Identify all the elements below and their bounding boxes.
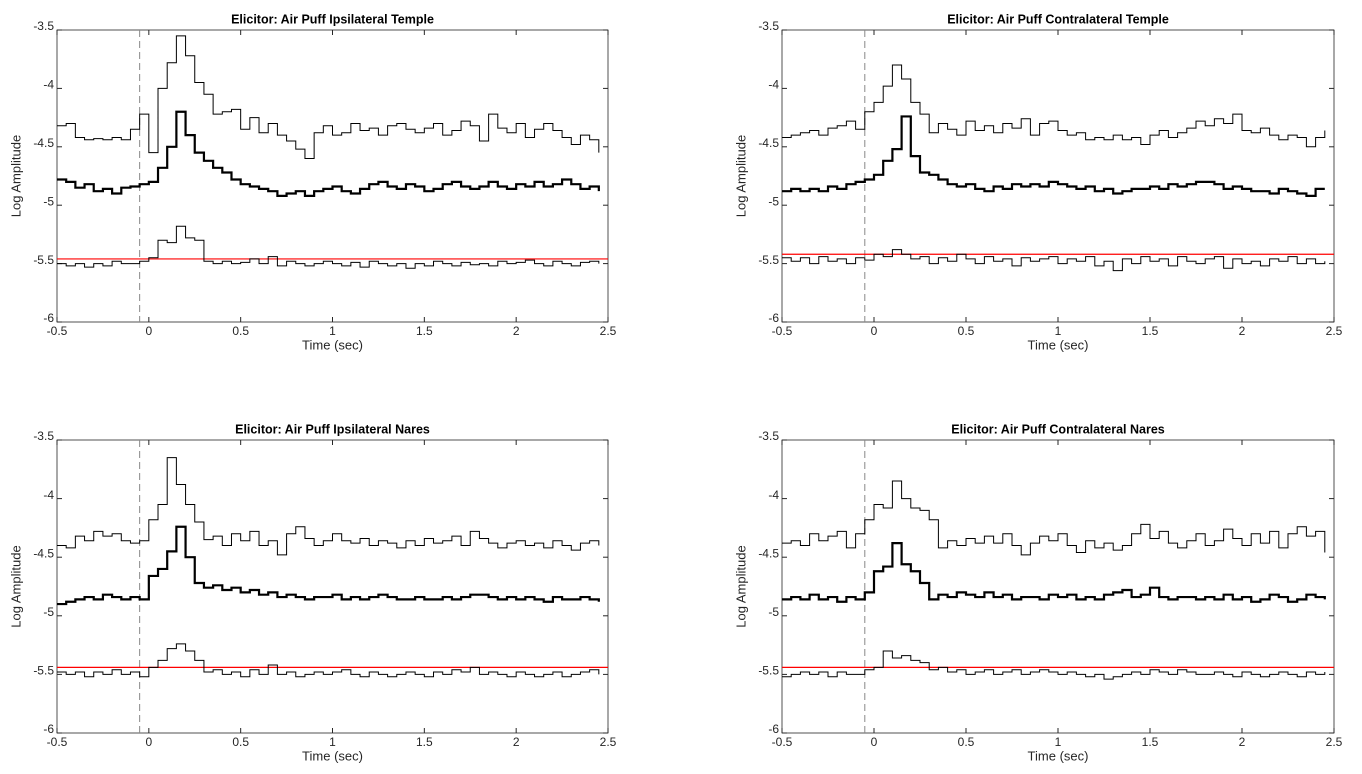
subplot: -0.5 0 0.5 1 1.5 2 2.5 -6 -5.5 -5 -4.5 -4 -3.5 Elicit… xyxy=(8,12,616,352)
chart-title: Elicitor: Air Puff Contralateral Nares xyxy=(951,422,1165,436)
y-tick-label: -3.5 xyxy=(758,19,779,33)
x-tick-label: 1 xyxy=(329,324,336,338)
x-axis-label: Time (sec) xyxy=(1028,748,1089,763)
subplot: -0.5 0 0.5 1 1.5 2 2.5 -6 -5.5 -5 -4.5 -4 -3.5 Elicit… xyxy=(733,12,1342,352)
x-tick-label: -0.5 xyxy=(47,324,68,338)
x-axis-label: Time (sec) xyxy=(302,748,363,763)
x-tick-label: 2 xyxy=(513,324,520,338)
y-tick-label: -4.5 xyxy=(758,136,779,150)
x-tick-label: 1 xyxy=(1055,735,1062,749)
x-tick-label: 2.5 xyxy=(1326,735,1343,749)
step-line xyxy=(57,110,600,197)
y-tick-label: -4 xyxy=(768,78,779,92)
chart-title: Elicitor: Air Puff Ipsilateral Nares xyxy=(235,422,430,436)
subplot: -0.5 0 0.5 1 1.5 2 2.5 -6 -5.5 -5 -4.5 -4 -3.5 Elicit… xyxy=(733,422,1342,763)
x-axis-label: Time (sec) xyxy=(302,337,363,352)
x-tick-label: 2 xyxy=(513,735,520,749)
y-tick-label: -5 xyxy=(43,605,54,619)
y-tick-label: -5.5 xyxy=(758,664,779,678)
x-tick-label: 0.5 xyxy=(958,735,975,749)
y-tick-label: -6 xyxy=(768,311,779,325)
x-tick-label: 0 xyxy=(871,735,878,749)
step-line xyxy=(782,480,1326,556)
x-tick-label: 2 xyxy=(1239,324,1246,338)
x-tick-label: 1 xyxy=(1055,324,1062,338)
step-line xyxy=(782,64,1326,148)
y-tick-label: -5 xyxy=(768,194,779,208)
y-tick-label: -4 xyxy=(43,78,54,92)
y-tick-label: -3.5 xyxy=(33,429,54,443)
subplot: -0.5 0 0.5 1 1.5 2 2.5 -6 -5.5 -5 -4.5 -4 -3.5 Elicit… xyxy=(8,422,616,763)
x-tick-label: 2.5 xyxy=(600,735,617,749)
x-tick-label: 0 xyxy=(145,324,152,338)
y-tick-label: -3.5 xyxy=(758,429,779,443)
y-tick-label: -5.5 xyxy=(758,253,779,267)
x-tick-label: 1.5 xyxy=(1142,324,1159,338)
x-tick-label: 2 xyxy=(1239,735,1246,749)
y-tick-label: -5 xyxy=(768,605,779,619)
x-tick-label: 1 xyxy=(329,735,336,749)
y-axis-label: Log Amplitude xyxy=(733,135,748,217)
y-tick-label: -4.5 xyxy=(33,136,54,150)
step-line xyxy=(57,643,600,678)
x-axis-label: Time (sec) xyxy=(1028,337,1089,352)
y-tick-label: -4.5 xyxy=(33,546,54,560)
y-tick-label: -6 xyxy=(43,311,54,325)
y-tick-label: -5.5 xyxy=(33,664,54,678)
y-axis-label: Log Amplitude xyxy=(733,545,748,627)
x-tick-label: 0.5 xyxy=(958,324,975,338)
step-line xyxy=(57,225,600,269)
y-tick-label: -4.5 xyxy=(758,546,779,560)
x-tick-label: 1.5 xyxy=(416,735,433,749)
x-tick-label: 0.5 xyxy=(232,324,249,338)
x-tick-label: 0 xyxy=(145,735,152,749)
y-tick-label: -5 xyxy=(43,194,54,208)
x-tick-label: -0.5 xyxy=(47,735,68,749)
x-tick-label: 1.5 xyxy=(416,324,433,338)
chart-title: Elicitor: Air Puff Contralateral Temple xyxy=(947,12,1169,26)
axes-box xyxy=(56,29,609,323)
step-line xyxy=(57,525,600,606)
chart-title: Elicitor: Air Puff Ipsilateral Temple xyxy=(231,12,434,26)
axes-box xyxy=(781,29,1335,323)
step-line xyxy=(57,457,600,556)
y-tick-label: -6 xyxy=(768,722,779,736)
y-tick-label: -5.5 xyxy=(33,253,54,267)
step-line xyxy=(57,35,600,159)
x-tick-label: 1.5 xyxy=(1142,735,1159,749)
y-tick-label: -4 xyxy=(43,488,54,502)
x-tick-label: 0.5 xyxy=(232,735,249,749)
y-tick-label: -3.5 xyxy=(33,19,54,33)
y-axis-label: Log Amplitude xyxy=(8,545,23,627)
x-tick-label: 2.5 xyxy=(1326,324,1343,338)
step-line xyxy=(782,542,1326,603)
y-axis-label: Log Amplitude xyxy=(8,135,23,217)
y-tick-label: -6 xyxy=(43,722,54,736)
x-tick-label: -0.5 xyxy=(772,735,793,749)
y-tick-label: -4 xyxy=(768,488,779,502)
x-tick-label: 2.5 xyxy=(600,324,617,338)
step-line xyxy=(782,115,1325,197)
x-tick-label: 0 xyxy=(871,324,878,338)
step-line xyxy=(782,650,1326,680)
step-line xyxy=(782,249,1326,272)
x-tick-label: -0.5 xyxy=(772,324,793,338)
